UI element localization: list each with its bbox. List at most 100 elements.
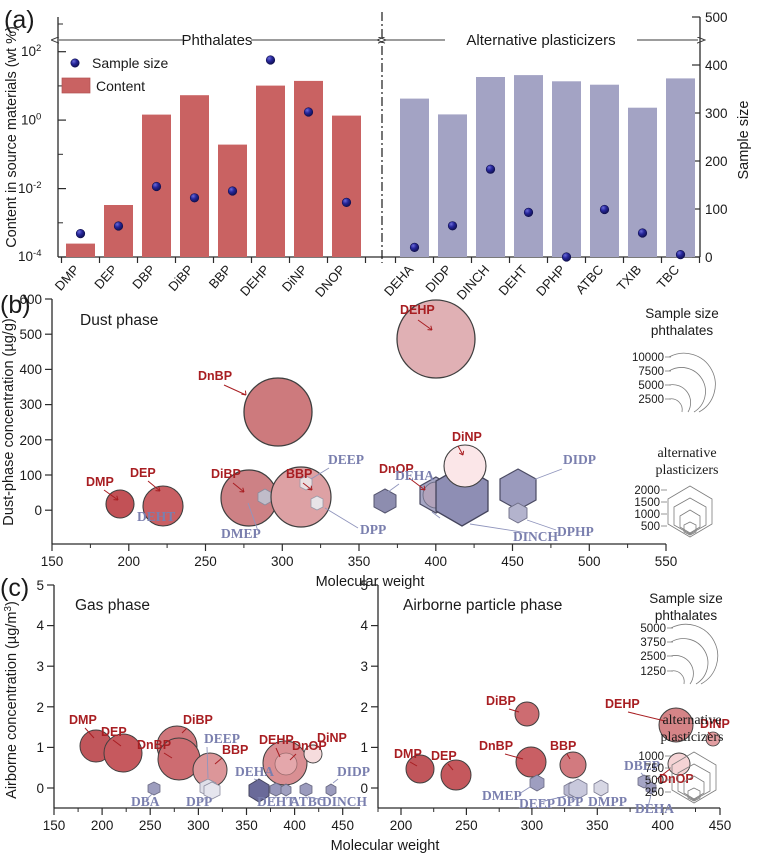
bar-DIDP: [438, 114, 467, 258]
legend-sample-size-label: Sample size: [92, 55, 168, 71]
cr-ytick-5: 5: [360, 578, 368, 593]
legend-content-bar-icon: [61, 77, 91, 94]
label-b-DEHA: DEHA: [395, 468, 434, 483]
bubble-cr-DiBP: [514, 701, 540, 727]
label-cr-DBEP: DBEP: [624, 758, 660, 773]
dot-TBC: [675, 250, 686, 260]
legend-c-phth-v2: 3750: [640, 637, 666, 649]
panel-c-left-bubbles: [79, 725, 337, 803]
label-cr-DEEP: DEEP: [519, 796, 555, 811]
b-ytick-100: 100: [19, 468, 42, 483]
panel-c-left-x-ticks: [53, 808, 344, 815]
panel-c-right-y-ticks: [371, 584, 378, 789]
legend-b-alt-title-2: plasticizers: [656, 463, 719, 478]
bubble-cr-DiNP: [705, 731, 721, 747]
cr-ytick-4: 4: [360, 618, 368, 633]
panel-c-legend-phthalates: Sample size phthalates 5000 3750 2500 12…: [640, 591, 723, 685]
bubble-cr-DMPP: [593, 779, 609, 797]
panel-a-letter: (a): [4, 6, 35, 34]
panel-b-xlabel: Molecular weight: [316, 574, 425, 590]
bubble-cl-DBA: [147, 781, 161, 796]
legend-b-phth-v1: 10000: [632, 352, 664, 364]
panel-c: (c) 0 1 2 3 4 5 Airborne concentration (…: [0, 574, 731, 853]
b-xtick-450: 450: [501, 554, 524, 569]
label-cl-DiBP: DiBP: [183, 713, 213, 727]
bubble-cl-DINCH: [299, 782, 313, 797]
label-b-DEP: DEP: [130, 466, 156, 480]
rtick-200: 200: [705, 154, 728, 169]
b-ytick-600: 600: [19, 292, 42, 307]
bubble-cr-DEHP: [658, 707, 694, 743]
legend-c-alt-title-1: alternative: [662, 713, 721, 728]
bar-DEHP: [256, 85, 285, 257]
bubble-cl-DPP: [203, 781, 221, 800]
panel-a-left-ticks: [58, 23, 66, 258]
cl-xtick-250: 250: [139, 818, 162, 833]
dot-DMP: [75, 229, 86, 239]
panel-b-y-ticks: [45, 298, 52, 511]
rtick-500: 500: [705, 10, 728, 25]
label-b-DPP: DPP: [360, 522, 386, 537]
panel-b-legend-phthalates: Sample size phthalates 10000 7500 5000 2…: [632, 306, 719, 413]
panel-c-right-x-ticklabels: 200 250 300 350 400 450: [390, 818, 732, 833]
panel-c-left-y-ticklabels: 0 1 2 3 4 5: [36, 578, 44, 796]
cl-xtick-350: 350: [235, 818, 258, 833]
panel-b-ylabel: Dust-phase concentration (µg/g): [1, 318, 17, 525]
legend-c-phth-v1: 5000: [640, 623, 666, 635]
label-cl-DiNP: DiNP: [317, 731, 347, 745]
panel-a-bars-phthalates: [66, 80, 361, 258]
dot-DIDP: [447, 221, 458, 231]
legend-c-phth-arcs: [667, 623, 719, 685]
b-xtick-150: 150: [41, 554, 64, 569]
label-cl-DEP: DEP: [101, 725, 127, 739]
cr-xtick-450: 450: [709, 818, 732, 833]
rtick-400: 400: [705, 58, 728, 73]
cr-ytick-0: 0: [360, 781, 368, 796]
dot-DINCH: [485, 164, 496, 174]
legend-c-phth-title-1: Sample size: [649, 591, 723, 606]
bubble-DMEP: [257, 488, 273, 506]
legend-c-phth-title-2: phthalates: [655, 608, 718, 623]
rtick-0: 0: [705, 250, 713, 265]
dot-DPHP: [561, 252, 572, 262]
legend-c-phth-v4: 1250: [640, 666, 666, 678]
bubble-cr-BBP: [559, 751, 587, 779]
bar-DiNP: [294, 80, 323, 258]
panel-c-right-title: Airborne particle phase: [403, 597, 562, 614]
legend-sample-size-dot-icon: [70, 58, 80, 68]
dot-DEHP: [265, 55, 276, 65]
dot-DEHA: [409, 242, 420, 252]
legend-content-label: Content: [96, 78, 145, 94]
dot-DiBP: [189, 193, 200, 203]
panel-b-title: Dust phase: [80, 312, 158, 329]
bubble-cl-DiNP: [303, 744, 323, 764]
label-cl-DnOP: DnOP: [292, 739, 327, 753]
bubble-cr-DEHA: [645, 781, 657, 795]
panel-a-group-annotation-phthalates: Phthalates: [59, 32, 379, 49]
label-cr-DiBP: DiBP: [486, 694, 516, 708]
label-cr-DMP: DMP: [394, 747, 422, 761]
group-label-alternatives: Alternative plasticizers: [466, 32, 615, 49]
bubble-cl-ATBC: [280, 783, 292, 797]
cr-xtick-350: 350: [586, 818, 609, 833]
cl-xtick-400: 400: [283, 818, 306, 833]
legend-b-alt-title-1: alternative: [657, 446, 716, 461]
c-ytick-4: 4: [36, 618, 44, 633]
b-ytick-300: 300: [19, 397, 42, 412]
legend-b-alt-hexes: [661, 485, 713, 538]
c-ytick-5: 5: [36, 578, 44, 593]
bubble-cl-DEHA: [248, 778, 270, 803]
cr-xtick-250: 250: [455, 818, 478, 833]
label-b-BBP: BBP: [286, 467, 312, 481]
legend-c-phth-v3: 2500: [640, 651, 666, 663]
bubble-cr-DEP: [440, 759, 472, 791]
cr-xtick-400: 400: [652, 818, 675, 833]
bubble-DiNP: [443, 444, 487, 488]
bubble-cr-DMP: [405, 754, 435, 784]
cr-ytick-1: 1: [360, 740, 368, 755]
bar-DEHA: [400, 98, 429, 257]
panel-c-left-y-ticks: [47, 584, 54, 789]
label-cl-DINCH: DINCH: [322, 794, 368, 809]
b-xtick-200: 200: [118, 554, 141, 569]
